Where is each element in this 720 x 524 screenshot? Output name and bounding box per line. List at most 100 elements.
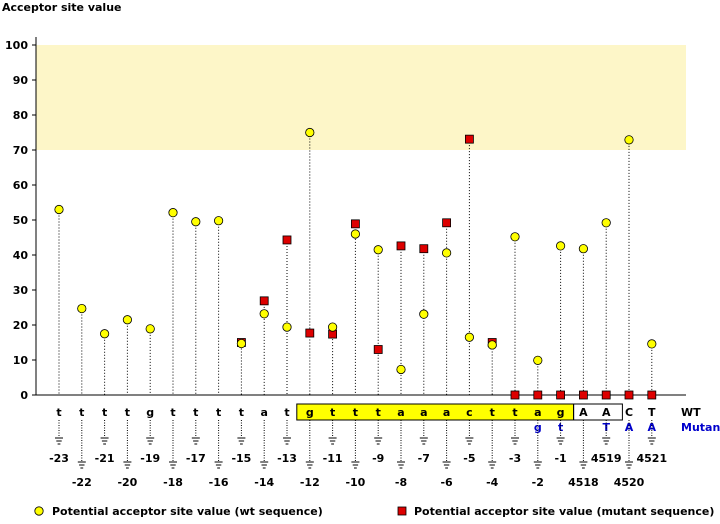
wt-point bbox=[601, 218, 611, 228]
wt-point bbox=[555, 241, 566, 251]
position-label: 4521 bbox=[636, 452, 667, 465]
wt-point bbox=[419, 309, 429, 319]
wt-point bbox=[533, 355, 543, 365]
wt-base-label: C bbox=[625, 406, 633, 419]
wt-point bbox=[305, 127, 315, 138]
position-label: -13 bbox=[277, 452, 297, 465]
mutant-point bbox=[419, 244, 429, 254]
wt-base-label: t bbox=[284, 406, 289, 419]
mutant-point bbox=[533, 390, 543, 400]
mutant-point bbox=[350, 219, 360, 229]
position-label: 4518 bbox=[568, 476, 599, 489]
mutant-point bbox=[647, 390, 657, 400]
mutant-point bbox=[464, 134, 474, 144]
position-label: -5 bbox=[463, 452, 475, 465]
wt-point bbox=[396, 364, 406, 375]
mutant-row-label: Mutant bbox=[681, 421, 720, 434]
position-label: -12 bbox=[300, 476, 320, 489]
wt-point bbox=[510, 232, 520, 242]
wt-point bbox=[350, 229, 360, 239]
y-tick-label: 40 bbox=[13, 249, 29, 262]
position-label: -6 bbox=[440, 476, 453, 489]
wt-point bbox=[464, 332, 474, 342]
legend-mutant-marker bbox=[397, 506, 407, 516]
position-label: -15 bbox=[231, 452, 251, 465]
wt-point bbox=[624, 135, 634, 145]
mutant-point bbox=[259, 296, 269, 306]
position-label: -17 bbox=[186, 452, 206, 465]
position-label: 4520 bbox=[614, 476, 645, 489]
y-tick-label: 80 bbox=[13, 109, 29, 122]
wt-base-label: t bbox=[79, 406, 84, 419]
position-label: -3 bbox=[509, 452, 521, 465]
mutant-point bbox=[624, 390, 634, 400]
legend-mutant-label: Potential acceptor site value (mutant se… bbox=[414, 505, 714, 518]
wt-base-label: t bbox=[56, 406, 61, 419]
wt-point bbox=[441, 248, 452, 258]
high-score-band bbox=[36, 45, 686, 150]
wt-point bbox=[145, 324, 155, 334]
wt-base-label: t bbox=[353, 406, 358, 419]
position-label: -10 bbox=[345, 476, 365, 489]
wt-base-label: t bbox=[330, 406, 335, 419]
mutant-point bbox=[579, 390, 588, 400]
wt-base-label: a bbox=[397, 406, 404, 419]
wt-point bbox=[282, 322, 292, 332]
position-label: -2 bbox=[532, 476, 544, 489]
wt-base-label: T bbox=[648, 406, 656, 419]
wt-base-label: A bbox=[579, 406, 588, 419]
position-label: -19 bbox=[140, 452, 160, 465]
position-label: -16 bbox=[209, 476, 229, 489]
wt-point bbox=[54, 204, 64, 215]
position-label: -9 bbox=[372, 452, 384, 465]
wt-point bbox=[259, 309, 269, 319]
sequence-highlight-box bbox=[296, 403, 575, 421]
y-tick-label: 0 bbox=[20, 389, 28, 402]
wt-point bbox=[373, 245, 383, 255]
wt-base-label: t bbox=[376, 406, 381, 419]
position-label: -4 bbox=[486, 476, 499, 489]
wt-base-label: a bbox=[420, 406, 427, 419]
wt-point bbox=[578, 244, 589, 254]
wt-point bbox=[122, 315, 133, 325]
position-label: -23 bbox=[49, 452, 69, 465]
wt-base-label: t bbox=[102, 406, 107, 419]
wt-point bbox=[77, 303, 87, 314]
wt-point bbox=[487, 340, 497, 350]
wt-point bbox=[327, 322, 338, 332]
position-label: -20 bbox=[117, 476, 137, 489]
wt-point bbox=[168, 208, 178, 218]
wt-base-label: a bbox=[534, 406, 541, 419]
y-tick-label: 100 bbox=[5, 39, 28, 52]
wt-point bbox=[100, 329, 110, 339]
y-tick-label: 60 bbox=[13, 179, 29, 192]
position-label: -22 bbox=[72, 476, 92, 489]
mutant-point bbox=[373, 345, 383, 354]
exon-outline-box bbox=[573, 403, 623, 421]
position-label: -18 bbox=[163, 476, 183, 489]
wt-base-label: a bbox=[443, 406, 450, 419]
wt-base-label: A bbox=[602, 406, 611, 419]
wt-point bbox=[647, 339, 657, 349]
y-tick-label: 50 bbox=[13, 214, 29, 227]
position-label: -14 bbox=[254, 476, 274, 489]
position-label: 4519 bbox=[591, 452, 622, 465]
wt-base-label: t bbox=[216, 406, 221, 419]
legend-wt-marker bbox=[34, 506, 44, 516]
wt-base-label: t bbox=[490, 406, 495, 419]
y-tick-label: 30 bbox=[13, 284, 29, 297]
position-label: -7 bbox=[418, 452, 430, 465]
legend-wt-label: Potential acceptor site value (wt sequen… bbox=[52, 505, 323, 518]
wt-base-label: a bbox=[260, 406, 267, 419]
wt-base-label: c bbox=[466, 406, 473, 419]
wt-base-label: g bbox=[146, 406, 154, 419]
wt-base-label: t bbox=[170, 406, 175, 419]
wt-base-label: t bbox=[193, 406, 198, 419]
mutant-point bbox=[510, 390, 520, 400]
position-label: -21 bbox=[95, 452, 115, 465]
y-tick-label: 20 bbox=[13, 319, 29, 332]
wt-point bbox=[191, 217, 201, 227]
y-tick-label: 70 bbox=[13, 144, 29, 157]
